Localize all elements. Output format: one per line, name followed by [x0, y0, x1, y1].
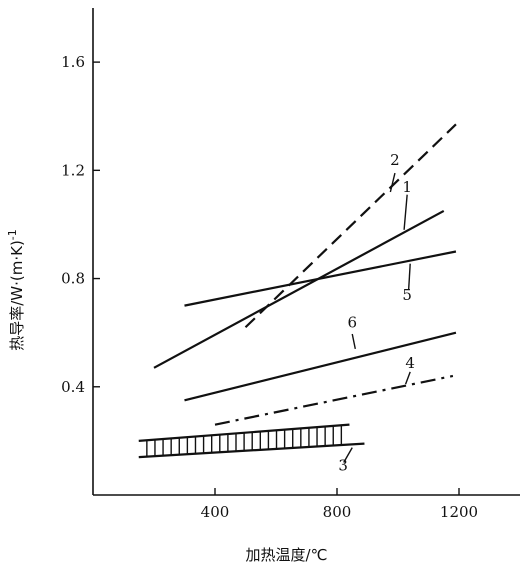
series-1-line: [153, 209, 445, 369]
series-label-leader-6: [351, 333, 356, 350]
series-label-2: 2: [390, 151, 400, 169]
series-label-4: 4: [405, 354, 415, 372]
y-axis-title: 热导率/W·(m·K)-1: [6, 229, 27, 351]
series-labels: 12 3 4 5 6: [338, 151, 415, 475]
x-tick-label-800: 800: [323, 503, 352, 521]
x-axis-title: 加热温度/℃: [246, 546, 328, 564]
y-axis-title-text: 热导率/W·(m·K): [8, 240, 26, 351]
series-label-leader-3: [343, 447, 353, 463]
y-tick-label-0.8: 0.8: [61, 270, 85, 288]
series-3-lower-line: [138, 442, 365, 459]
chart-series: [138, 123, 457, 459]
series-label-5: 5: [402, 286, 412, 304]
series-4-line: [214, 374, 454, 426]
series-label-leader-2: [389, 172, 396, 193]
chart-axes: [92, 8, 520, 496]
y-tick-label-0.4: 0.4: [61, 378, 85, 396]
series-label-leader-5: [407, 263, 411, 290]
series-6-line: [184, 331, 457, 402]
chart-ticks: 400 800 1200 0.4 0.8 1.2 1.6: [61, 53, 478, 521]
y-tick-label-1.2: 1.2: [61, 161, 85, 179]
series-label-6: 6: [347, 313, 357, 331]
series-5-line: [184, 250, 457, 307]
series-label-leader-1: [403, 194, 408, 230]
y-axis-title-group: 热导率/W·(m·K)-1: [6, 229, 27, 351]
series-label-3: 3: [338, 457, 348, 475]
series-3-band: [138, 423, 365, 459]
y-axis-title-superscript: -1: [6, 229, 19, 240]
x-tick-label-400: 400: [201, 503, 230, 521]
series-2-line: [244, 123, 457, 329]
series-label-1: 1: [402, 178, 412, 196]
y-tick-label-1.6: 1.6: [61, 53, 85, 71]
x-tick-label-1200: 1200: [440, 503, 478, 521]
series-label-leader-4: [404, 371, 411, 385]
